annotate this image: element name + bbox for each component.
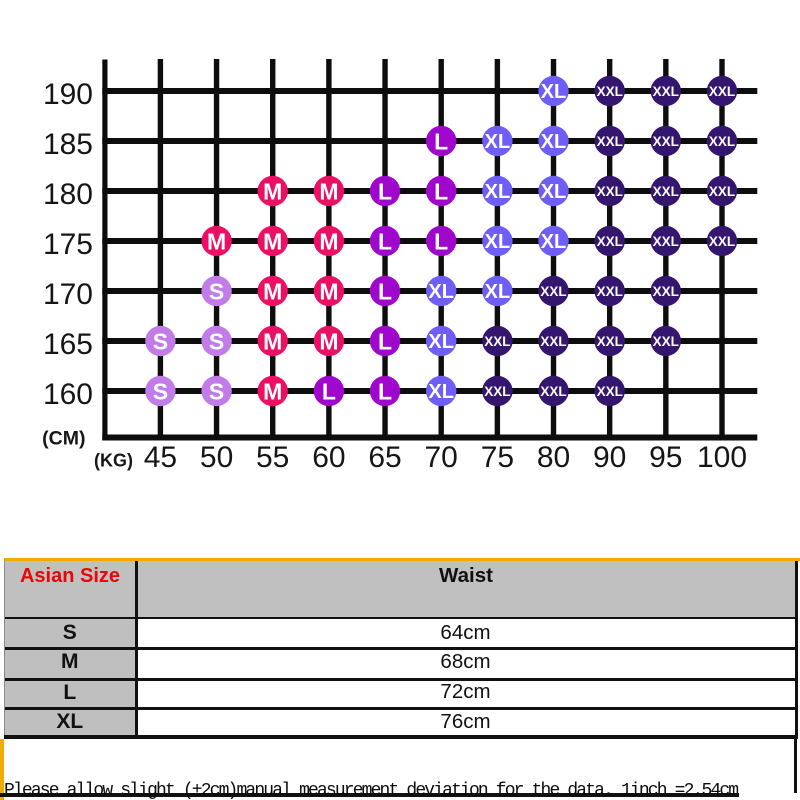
svg-text:L: L xyxy=(378,378,392,404)
svg-text:XXL: XXL xyxy=(653,234,679,249)
svg-text:XXL: XXL xyxy=(709,234,735,249)
svg-text:100: 100 xyxy=(697,441,747,474)
svg-text:XXL: XXL xyxy=(653,134,679,149)
svg-text:S: S xyxy=(209,278,224,304)
svg-text:L: L xyxy=(378,178,392,204)
svg-text:55: 55 xyxy=(256,441,289,474)
svg-text:70: 70 xyxy=(425,441,458,474)
svg-text:XXL: XXL xyxy=(540,284,566,299)
svg-text:XXL: XXL xyxy=(597,184,623,199)
svg-text:XL: XL xyxy=(541,81,567,103)
svg-text:XL: XL xyxy=(485,231,511,253)
svg-text:M: M xyxy=(263,278,282,304)
svg-text:L: L xyxy=(434,178,448,204)
svg-text:S: S xyxy=(209,328,224,354)
svg-text:190: 190 xyxy=(43,78,93,111)
svg-text:M: M xyxy=(263,178,282,204)
svg-text:90: 90 xyxy=(593,441,626,474)
svg-text:XXL: XXL xyxy=(709,84,735,99)
svg-text:XXL: XXL xyxy=(597,384,623,399)
svg-text:M: M xyxy=(207,228,226,254)
svg-text:M: M xyxy=(319,178,338,204)
svg-text:175: 175 xyxy=(43,228,93,261)
svg-text:XXL: XXL xyxy=(540,334,566,349)
svg-text:95: 95 xyxy=(649,441,682,474)
svg-text:XXL: XXL xyxy=(709,184,735,199)
svg-text:XL: XL xyxy=(541,181,567,203)
svg-text:M: M xyxy=(263,328,282,354)
svg-text:XL: XL xyxy=(485,281,511,303)
svg-text:80: 80 xyxy=(537,441,570,474)
svg-text:XXL: XXL xyxy=(653,284,679,299)
svg-text:XXL: XXL xyxy=(653,84,679,99)
svg-text:185: 185 xyxy=(43,128,93,161)
svg-text:165: 165 xyxy=(43,328,93,361)
svg-text:65: 65 xyxy=(368,441,401,474)
svg-text:L: L xyxy=(378,228,392,254)
svg-text:160: 160 xyxy=(43,378,93,411)
svg-text:(KG): (KG) xyxy=(94,451,133,471)
svg-text:XXL: XXL xyxy=(540,384,566,399)
svg-text:XL: XL xyxy=(428,331,454,353)
svg-text:XXL: XXL xyxy=(484,334,510,349)
svg-text:XL: XL xyxy=(485,181,511,203)
svg-text:L: L xyxy=(378,328,392,354)
svg-text:M: M xyxy=(319,278,338,304)
svg-text:S: S xyxy=(153,328,168,354)
svg-text:XXL: XXL xyxy=(597,234,623,249)
svg-text:50: 50 xyxy=(200,441,233,474)
svg-text:XXL: XXL xyxy=(597,134,623,149)
svg-text:XXL: XXL xyxy=(484,384,510,399)
svg-text:M: M xyxy=(319,328,338,354)
svg-text:XXL: XXL xyxy=(597,84,623,99)
svg-text:XXL: XXL xyxy=(709,134,735,149)
svg-text:XXL: XXL xyxy=(597,334,623,349)
svg-text:XL: XL xyxy=(541,131,567,153)
svg-text:XL: XL xyxy=(485,131,511,153)
svg-text:45: 45 xyxy=(144,441,177,474)
svg-text:XL: XL xyxy=(428,281,454,303)
svg-text:XXL: XXL xyxy=(653,334,679,349)
svg-text:180: 180 xyxy=(43,178,93,211)
svg-text:L: L xyxy=(434,128,448,154)
svg-text:(CM): (CM) xyxy=(42,428,85,450)
svg-text:L: L xyxy=(378,278,392,304)
svg-text:75: 75 xyxy=(481,441,514,474)
svg-text:S: S xyxy=(153,378,168,404)
svg-text:XXL: XXL xyxy=(597,284,623,299)
svg-text:M: M xyxy=(263,228,282,254)
svg-text:XXL: XXL xyxy=(653,184,679,199)
svg-text:L: L xyxy=(434,228,448,254)
svg-text:60: 60 xyxy=(312,441,345,474)
svg-text:S: S xyxy=(209,378,224,404)
svg-text:170: 170 xyxy=(43,278,93,311)
svg-text:L: L xyxy=(322,378,336,404)
svg-text:XL: XL xyxy=(428,381,454,403)
svg-text:M: M xyxy=(319,228,338,254)
svg-text:M: M xyxy=(263,378,282,404)
svg-text:XL: XL xyxy=(541,231,567,253)
